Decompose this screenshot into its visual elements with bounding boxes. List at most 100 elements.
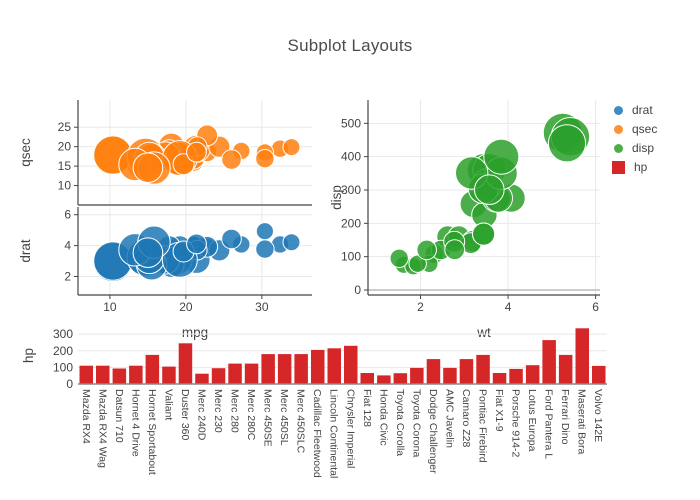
bubble-drat[interactable] [186, 233, 207, 255]
bar-category-label: Toyota Corona [410, 389, 422, 457]
drat-legend-dot-icon [614, 106, 623, 115]
subplot-disp: 0 100 200 300 400 500 2 4 6 wt disp [329, 100, 600, 340]
y-tick-label: 6 [64, 208, 71, 222]
bar-category-label: Mazda RX4 Wag [96, 389, 108, 468]
bubble-drat[interactable] [255, 239, 275, 259]
bubble-disp[interactable] [483, 138, 520, 175]
qsec-legend-dot-icon [614, 125, 623, 134]
bar-hp[interactable] [542, 340, 556, 384]
legend-item-drat[interactable]: drat [612, 104, 657, 117]
x-tick-label: 6 [592, 300, 599, 314]
y-tick-label: 10 [58, 179, 72, 193]
x-axis-title-wt: wt [476, 325, 491, 340]
legend-label: qsec [632, 122, 658, 136]
bar-hp[interactable] [162, 366, 176, 384]
bar-hp[interactable] [195, 373, 209, 384]
subplot-hp: 0 100 200 300 Mazda RX4 Mazda RX4 Wag Datsun 7… [21, 327, 607, 478]
bubble-disp[interactable] [389, 248, 409, 268]
bar-hp[interactable] [443, 367, 457, 384]
bar-hp[interactable] [145, 354, 160, 384]
bar-category-label: Merc 230 [212, 389, 224, 433]
bubble-qsec[interactable] [221, 149, 242, 170]
bar-hp[interactable] [211, 368, 226, 384]
bar-category-label: Camaro Z28 [460, 389, 472, 448]
bar-hp[interactable] [509, 368, 523, 384]
bar-category-label: Merc 450SE [262, 389, 274, 447]
bar-category-label: Mazda RX4 [80, 389, 92, 444]
bar-hp[interactable] [525, 365, 540, 384]
bar-hp[interactable] [476, 354, 490, 384]
bubble-disp[interactable] [416, 239, 438, 261]
bubble-disp[interactable] [408, 254, 427, 273]
bar-hp[interactable] [96, 365, 110, 384]
x-tick-label: 2 [417, 300, 424, 314]
y-axis-title-drat: drat [18, 239, 33, 263]
bar-category-label: Ferrari Dino [559, 389, 571, 445]
bar-hp[interactable] [410, 367, 424, 384]
legend-label: drat [632, 103, 653, 117]
bar-hp[interactable] [261, 354, 275, 384]
bar-hp[interactable] [311, 349, 325, 384]
bubble-qsec[interactable] [132, 152, 164, 183]
y-tick-label: 100 [53, 360, 73, 374]
bubble-qsec[interactable] [255, 149, 275, 169]
bar-hp[interactable] [112, 368, 127, 385]
bar-hp[interactable] [228, 363, 242, 384]
bar-hp[interactable] [426, 359, 441, 384]
bar-hp[interactable] [492, 373, 507, 384]
bubble-drat[interactable] [132, 237, 164, 268]
bubble-drat[interactable] [255, 222, 274, 241]
bar-category-label: Merc 450SLC [295, 389, 307, 454]
subplot-qsec: 10 15 20 25 qsec [18, 100, 312, 206]
y-tick-label: 500 [341, 116, 361, 130]
bar-hp[interactable] [393, 373, 408, 384]
bar-category-label: Cadillac Fleetwood [311, 389, 323, 478]
y-tick-label: 200 [53, 344, 73, 358]
bar-hp[interactable] [129, 365, 143, 384]
legend-item-disp[interactable]: disp [612, 142, 657, 155]
legend-label: hp [634, 160, 648, 174]
y-tick-label: 20 [58, 140, 72, 154]
y-tick-label: 0 [66, 377, 73, 391]
bubble-drat[interactable] [221, 228, 242, 250]
hp-legend-square-icon [612, 161, 625, 174]
bubble-drat[interactable] [282, 233, 301, 252]
legend: drat qsec disp hp [612, 104, 657, 174]
bubble-disp[interactable] [472, 222, 496, 246]
bar-hp[interactable] [558, 354, 573, 384]
bar-hp[interactable] [244, 363, 259, 384]
bar-hp[interactable] [377, 375, 391, 384]
bar-category-label: Porsche 914-2 [510, 389, 522, 457]
y-tick-label: 2 [64, 269, 71, 283]
bar-category-label: Merc 450SL [278, 389, 290, 446]
bar-hp[interactable] [459, 359, 474, 384]
bar-hp[interactable] [327, 348, 342, 384]
x-tick-label: 30 [255, 300, 269, 314]
chart-title: Subplot Layouts [287, 36, 413, 55]
legend-item-hp[interactable]: hp [612, 161, 657, 174]
bar-category-label: Toyota Corolla [394, 389, 406, 456]
bubble-disp[interactable] [547, 124, 587, 163]
bar-hp[interactable] [178, 343, 193, 384]
bar-category-label: Volvo 142E [592, 389, 604, 442]
bar-hp[interactable] [79, 365, 94, 384]
y-tick-label: 100 [341, 250, 361, 264]
bar-hp[interactable] [360, 373, 375, 384]
bar-category-label: Fiat X1-9 [493, 389, 505, 432]
y-tick-label: 300 [53, 327, 73, 341]
bar-hp[interactable] [344, 345, 358, 384]
bar-category-label: Merc 280 [229, 389, 241, 433]
bubble-qsec[interactable] [186, 141, 207, 163]
bar-category-label: Hornet Sportabout [146, 389, 158, 475]
bar-hp[interactable] [277, 354, 292, 384]
bar-hp[interactable] [575, 328, 590, 384]
bubble-qsec[interactable] [282, 138, 301, 157]
bar-hp[interactable] [294, 354, 308, 384]
bar-hp[interactable] [592, 365, 606, 384]
bar-category-label: Merc 280C [245, 389, 257, 441]
bubble-disp[interactable] [474, 174, 505, 205]
legend-item-qsec[interactable]: qsec [612, 123, 657, 136]
bar-category-label: Datsun 710 [113, 389, 125, 443]
bar-category-label: Ford Pantera L [543, 389, 555, 459]
bubble-disp[interactable] [444, 239, 466, 261]
